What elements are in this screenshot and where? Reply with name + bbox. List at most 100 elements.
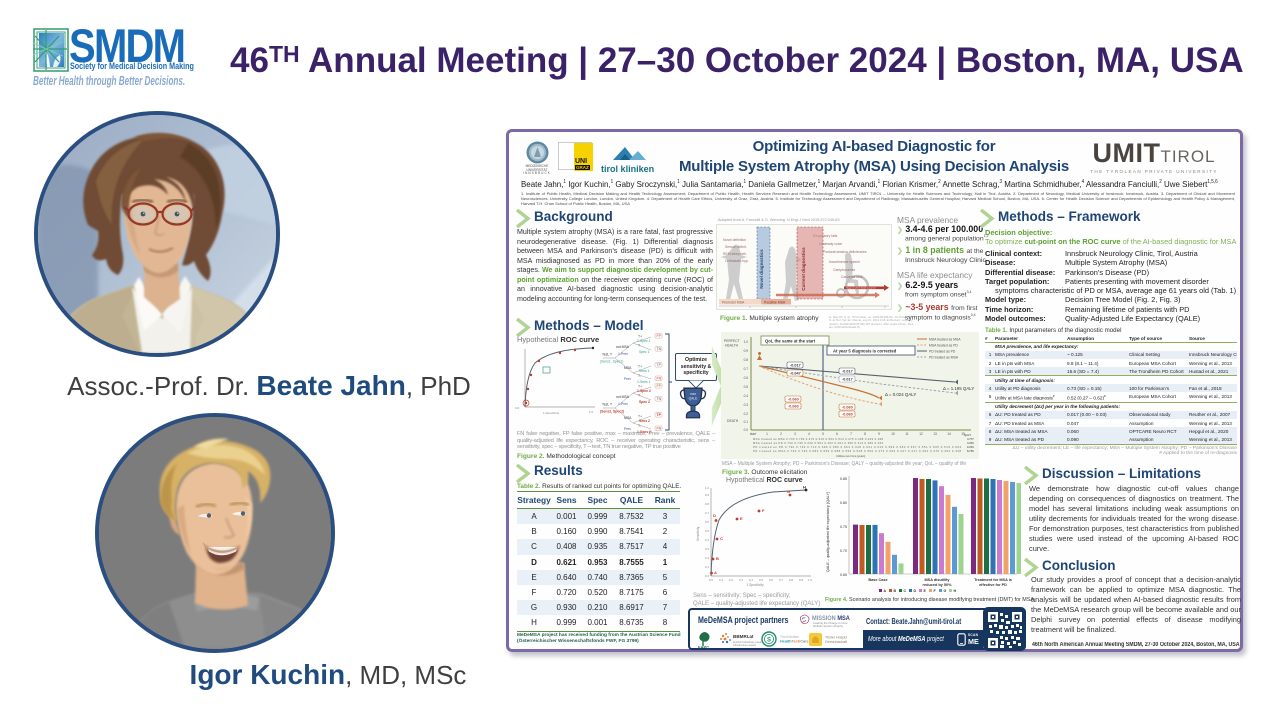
svg-text:0.0: 0.0 <box>709 578 714 582</box>
svg-text:T+: T+ <box>638 385 642 389</box>
svg-text:S: S <box>767 637 771 643</box>
svg-text:Respiratory falls: Respiratory falls <box>813 234 838 238</box>
svg-text:0.2: 0.2 <box>729 578 734 582</box>
svg-text:0.6: 0.6 <box>769 578 774 582</box>
svg-text:Incontinence speech: Incontinence speech <box>829 260 860 264</box>
svg-text:Current diagnostics: Current diagnostics <box>801 247 806 291</box>
svg-text:MSA disutility: MSA disutility <box>925 578 951 582</box>
svg-text:MSA treated as MSA: MSA treated as MSA <box>929 338 961 342</box>
svg-text:0.3: 0.3 <box>705 547 710 551</box>
svg-text:QALE – quality-adjusted life e: QALE – quality-adjusted life expectancy … <box>826 491 830 572</box>
svg-text:TN: TN <box>657 347 662 351</box>
svg-text:F: F <box>934 589 937 593</box>
svg-text:0.75: 0.75 <box>840 525 847 529</box>
svg-text:FP: FP <box>657 384 662 388</box>
svg-text:0.2: 0.2 <box>744 412 749 416</box>
svg-text:E: E <box>740 516 743 521</box>
svg-text:0.0: 0.0 <box>515 406 520 410</box>
svg-text:C: C <box>904 589 907 593</box>
svg-text:MSA treated as MSA 0.730 0.730: MSA treated as MSA 0.730 0.730 0.670 0.6… <box>753 437 884 441</box>
svg-text:(Sens2, Spec2): (Sens2, Spec2) <box>600 410 624 414</box>
svg-text:H: H <box>954 589 957 593</box>
svg-text:0.5: 0.5 <box>705 529 710 533</box>
svg-text:Austrian biobanking research: Austrian biobanking research <box>733 641 765 644</box>
svg-text:-0.060: -0.060 <box>788 398 799 402</box>
svg-text:Tirol Kliniken: Tirol Kliniken <box>780 635 799 639</box>
svg-text:1-Prev: 1-Prev <box>618 402 628 406</box>
svg-text:0.8: 0.8 <box>744 358 749 362</box>
svg-text:0.9: 0.9 <box>744 349 749 353</box>
svg-text:H: H <box>803 485 806 490</box>
svg-text:Spec 1: Spec 1 <box>639 350 650 354</box>
svg-text:0.9: 0.9 <box>705 493 710 497</box>
svg-text:-0.017: -0.017 <box>790 364 801 368</box>
svg-text:D: D <box>713 513 716 518</box>
svg-text:11: 11 <box>905 432 909 436</box>
svg-text:MSA: MSA <box>624 366 632 370</box>
svg-text:T+: T+ <box>638 364 642 368</box>
svg-text:1-Prev: 1-Prev <box>618 352 628 356</box>
svg-text:0.5: 0.5 <box>759 578 764 582</box>
svg-text:HealthTechCare: HealthTechCare <box>780 640 809 644</box>
svg-text:PD treated as PD: PD treated as PD <box>929 350 956 354</box>
svg-text:0.4: 0.4 <box>749 578 754 582</box>
svg-text:Δ = 0.024 QALY: Δ = 0.024 QALY <box>885 392 916 397</box>
svg-text:FP: FP <box>657 334 662 338</box>
svg-text:MSA treated as PD 0.730 0.730: MSA treated as PD 0.730 0.730 0.640 0.59… <box>753 441 884 445</box>
svg-text:4: 4 <box>808 432 810 436</box>
svg-text:FN: FN <box>657 377 662 381</box>
svg-text:T-: T- <box>638 374 641 378</box>
svg-text:TP: TP <box>657 363 662 367</box>
svg-text:12: 12 <box>919 432 923 436</box>
svg-text:5: 5 <box>822 432 824 436</box>
svg-text:0.0: 0.0 <box>705 574 710 578</box>
svg-text:FN: FN <box>657 427 662 431</box>
svg-text:not MSA: not MSA <box>616 345 630 349</box>
svg-text:13: 13 <box>933 432 937 436</box>
svg-text:15: 15 <box>961 432 965 436</box>
svg-text:14: 14 <box>947 432 951 436</box>
svg-text:1.0: 1.0 <box>705 486 710 490</box>
svg-text:HEALTH: HEALTH <box>725 344 739 348</box>
svg-text:QoL the same at the start: QoL the same at the start <box>765 338 816 343</box>
svg-text:TP: TP <box>657 413 662 417</box>
svg-text:1: 1 <box>766 432 768 436</box>
svg-text:1-Specificity: 1-Specificity <box>543 411 560 415</box>
svg-text:1-Spec 1: 1-Spec 1 <box>637 339 651 343</box>
svg-text:Premotor MSA: Premotor MSA <box>722 300 745 304</box>
svg-text:T-: T- <box>638 393 641 397</box>
svg-text:PERFECT: PERFECT <box>724 339 740 343</box>
svg-text:Δ = 1.195 QALY: Δ = 1.195 QALY <box>943 386 974 391</box>
svg-text:8.736: 8.736 <box>967 449 974 453</box>
svg-text:Gemeinschaft: Gemeinschaft <box>825 640 847 644</box>
svg-text:C: C <box>720 536 723 541</box>
svg-text:BBMRI.at: BBMRI.at <box>733 634 754 639</box>
svg-text:3: 3 <box>794 432 796 436</box>
svg-text:2: 2 <box>780 432 782 436</box>
svg-text:0.8: 0.8 <box>705 502 710 506</box>
svg-text:0.6: 0.6 <box>705 520 710 524</box>
svg-text:A: A <box>884 589 887 593</box>
svg-text:8: 8 <box>864 432 866 436</box>
svg-text:1-Sens 1: 1-Sens 1 <box>637 380 651 384</box>
svg-text:9: 9 <box>878 432 880 436</box>
svg-text:T+: T+ <box>638 414 642 418</box>
svg-text:infrastructure network: infrastructure network <box>733 644 757 647</box>
svg-text:MSA: MSA <box>624 416 632 420</box>
svg-text:0.1: 0.1 <box>744 420 749 424</box>
svg-text:6: 6 <box>836 432 838 436</box>
svg-text:1.0: 1.0 <box>744 340 749 344</box>
svg-text:TN: TN <box>657 397 662 401</box>
svg-text:-0.047: -0.047 <box>790 372 801 376</box>
svg-text:not MSA: not MSA <box>616 395 630 399</box>
svg-text:0.4: 0.4 <box>705 538 710 542</box>
svg-text:0.9: 0.9 <box>799 578 804 582</box>
svg-text:Test, T: Test, T <box>602 403 612 407</box>
svg-text:Spec 2: Spec 2 <box>639 400 650 404</box>
svg-text:Unsteady voice: Unsteady voice <box>819 242 842 246</box>
svg-text:A: A <box>714 570 717 575</box>
svg-text:Treatment for MSA is: Treatment for MSA is <box>974 578 1012 582</box>
svg-text:0.2: 0.2 <box>705 556 710 560</box>
svg-text:REM sleep beh.: REM sleep beh. <box>723 252 747 256</box>
svg-text:effective for PD: effective for PD <box>979 583 1007 587</box>
